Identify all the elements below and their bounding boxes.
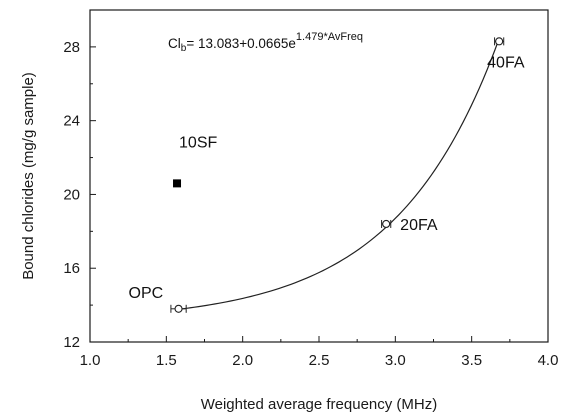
- point-labels: OPC 10SF 20FA 40FA: [129, 54, 525, 301]
- x-axis: 1.0 1.5 2.0 2.5 3.0 3.5 4.0: [80, 336, 559, 369]
- point-opc: [174, 304, 183, 313]
- x-tick-label: 1.5: [156, 352, 177, 369]
- x-tick-label: 1.0: [80, 352, 101, 369]
- y-axis: 12 16 20 24 28: [63, 39, 96, 351]
- point-label-40fa: 40FA: [487, 54, 525, 71]
- data-points: [170, 37, 505, 313]
- point-10sf: [173, 179, 182, 188]
- y-axis-title: Bound chlorides (mg/g sample): [20, 72, 37, 280]
- y-tick-label: 12: [63, 334, 80, 351]
- x-tick-label: 2.5: [309, 352, 330, 369]
- fit-equation: Clb= 13.083+0.0665e1.479*AvFreq: [168, 31, 363, 54]
- point-20fa: [382, 219, 391, 229]
- point-label-20fa: 20FA: [400, 217, 438, 234]
- x-tick-label: 3.5: [461, 352, 482, 369]
- y-tick-label: 24: [63, 113, 80, 130]
- x-axis-title: Weighted average frequency (MHz): [201, 396, 438, 413]
- point-label-10sf: 10SF: [179, 134, 217, 151]
- point-40fa: [495, 37, 504, 46]
- y-tick-label: 20: [63, 186, 80, 203]
- y-tick-label: 16: [63, 260, 80, 277]
- y-tick-label: 28: [63, 39, 80, 56]
- x-tick-label: 4.0: [538, 352, 559, 369]
- x-tick-label: 2.0: [232, 352, 253, 369]
- point-label-opc: OPC: [129, 285, 164, 302]
- fit-curve: [178, 38, 500, 310]
- x-tick-label: 3.0: [385, 352, 406, 369]
